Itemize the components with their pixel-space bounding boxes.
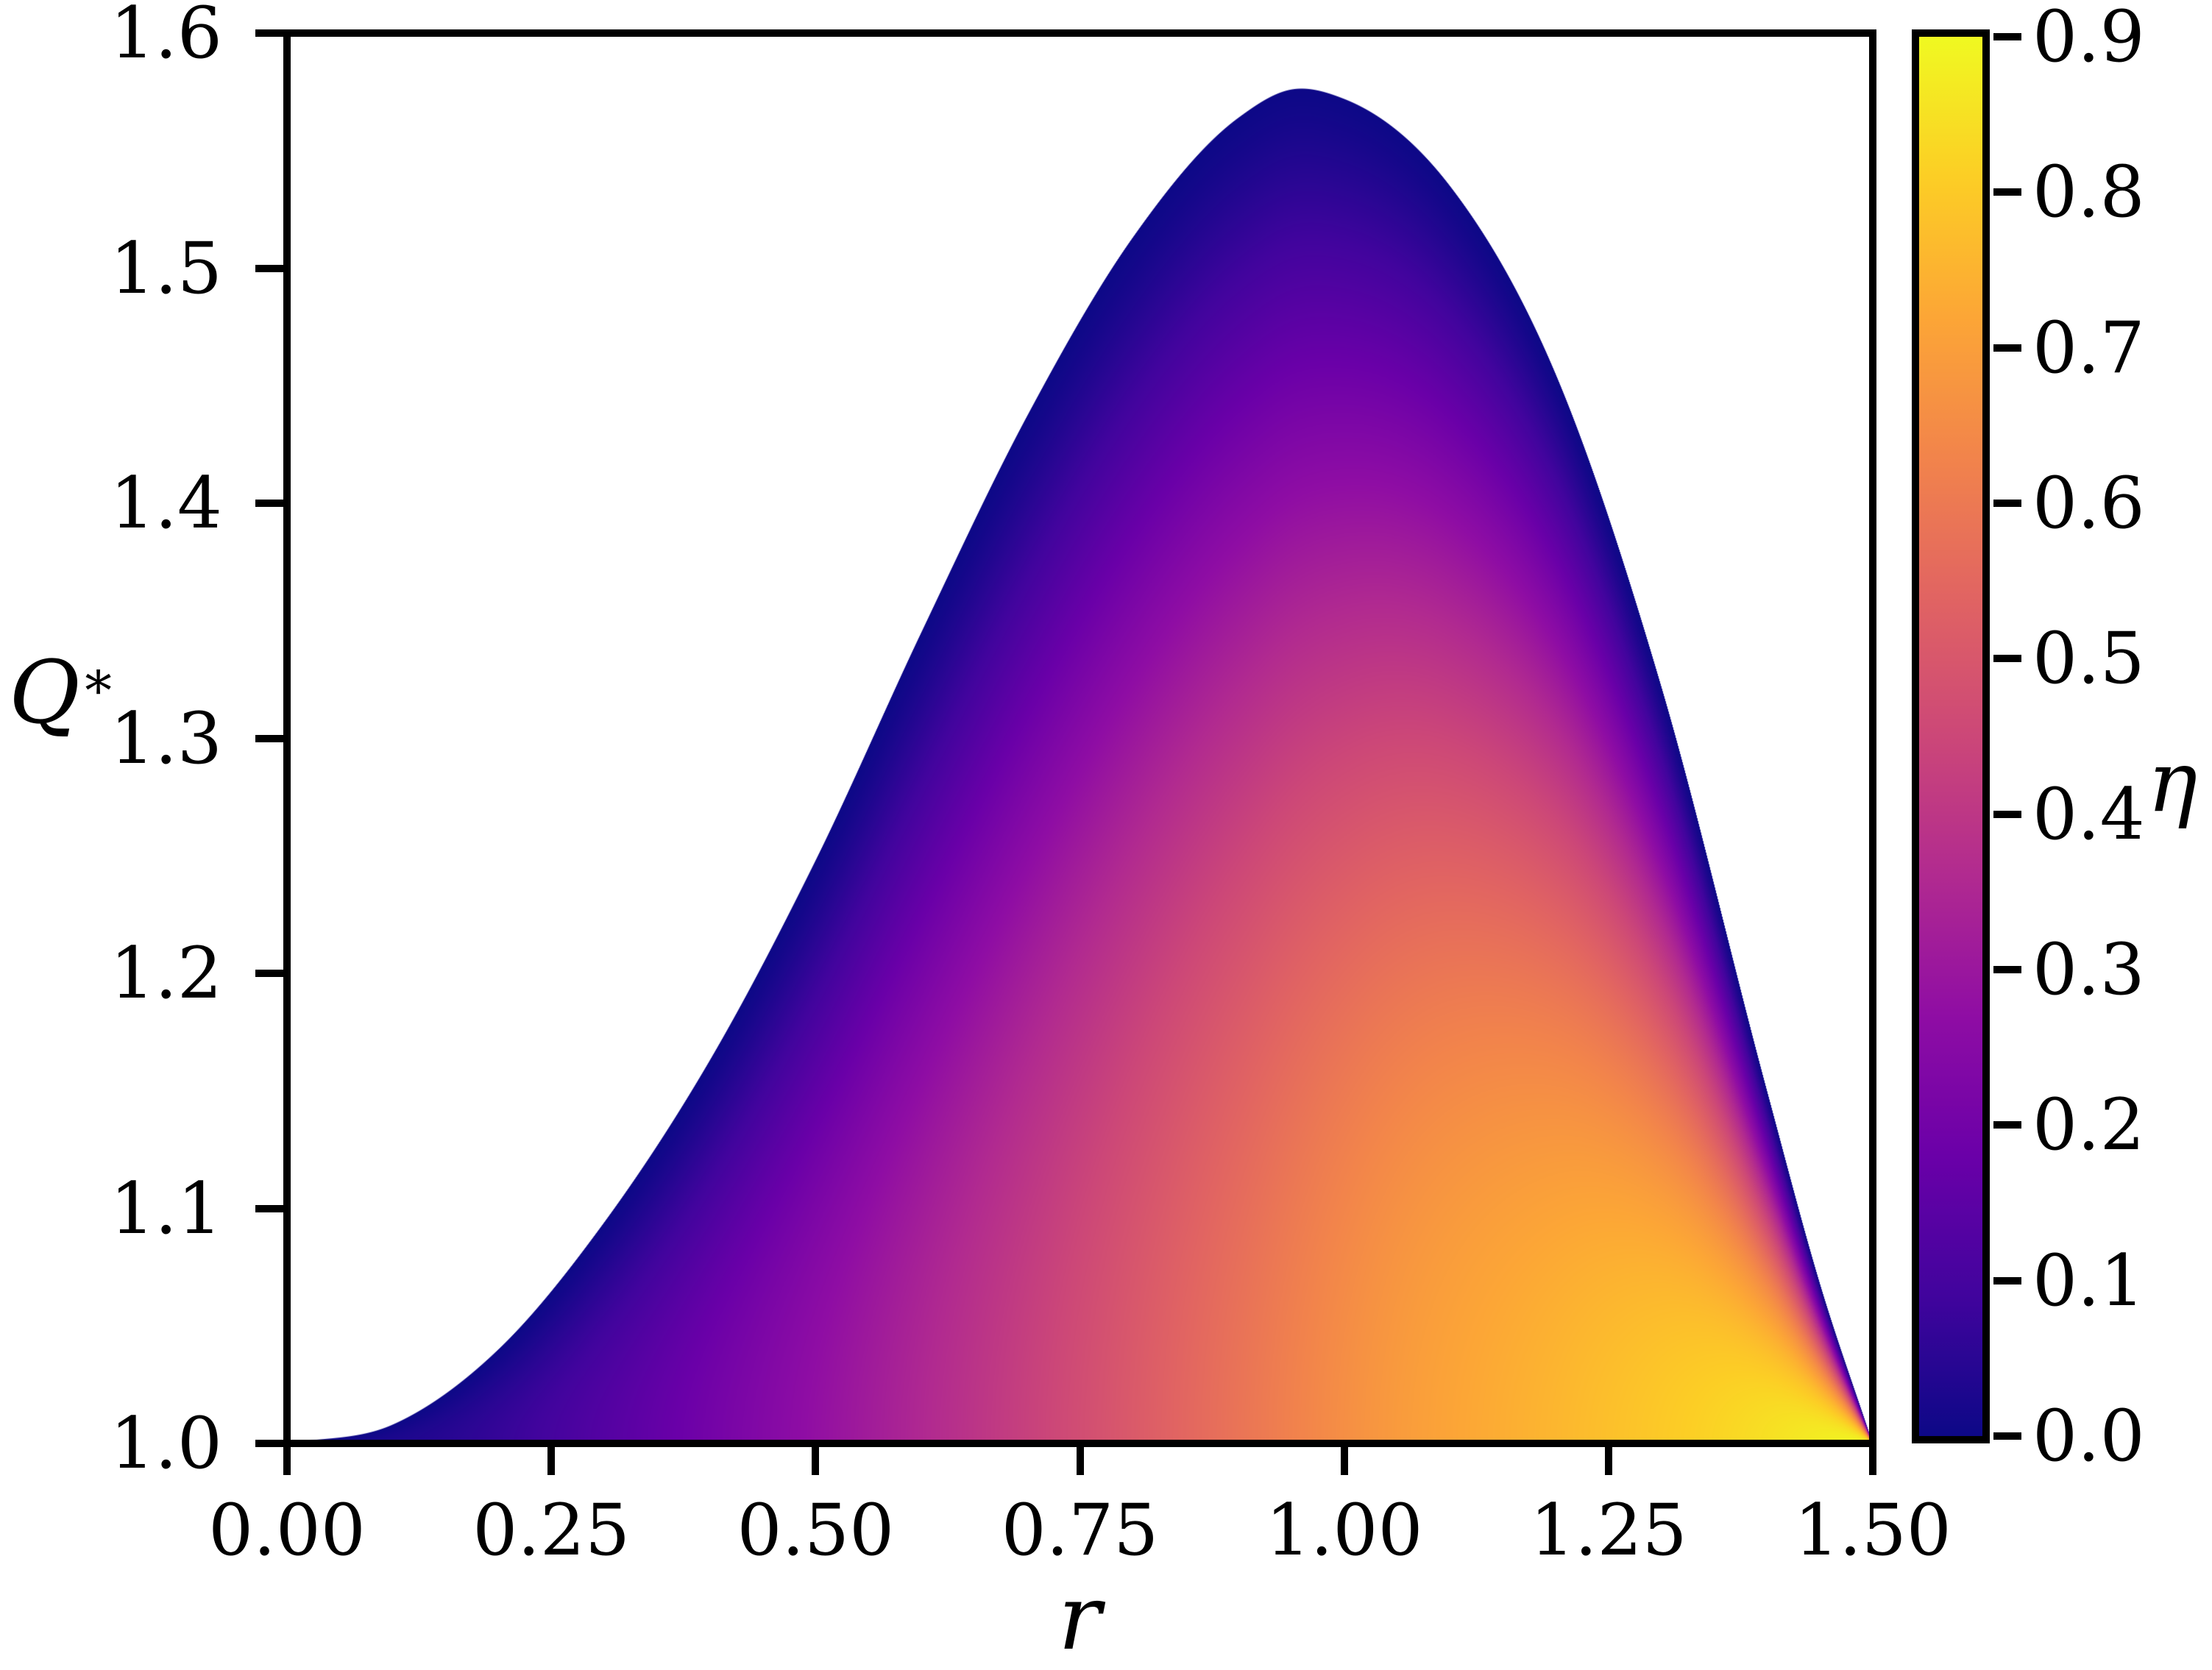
colorbar-tick-label: 0.7 (2032, 306, 2145, 389)
x-tick-label: 0.00 (208, 1489, 366, 1571)
x-tick (1340, 1447, 1348, 1475)
colorbar-tick (1993, 655, 2021, 663)
y-tick-label: 1.0 (110, 1402, 222, 1485)
x-tick (1869, 1447, 1876, 1475)
colorbar-tick (1993, 1121, 2021, 1129)
x-tick (547, 1447, 556, 1475)
colorbar-tick (1993, 1276, 2021, 1285)
x-tick (283, 1447, 291, 1475)
shaded-region-canvas (287, 33, 1873, 1443)
x-tick (1076, 1447, 1084, 1475)
colorbar-tick-label: 0.6 (2032, 462, 2145, 544)
colorbar-tick (1993, 1432, 2021, 1440)
x-tick-label: 1.25 (1529, 1489, 1687, 1571)
y-tick-label: 1.3 (110, 697, 222, 780)
y-tick-label: 1.4 (110, 462, 222, 544)
x-tick (812, 1447, 820, 1475)
colorbar-tick (1993, 966, 2021, 973)
y-tick (255, 264, 283, 272)
colorbar-tick (1993, 188, 2021, 196)
colorbar-tick (1993, 33, 2021, 40)
y-tick-label: 1.5 (110, 227, 222, 310)
y-tick-label: 1.2 (110, 932, 222, 1015)
y-tick (255, 29, 283, 37)
colorbar-label: η (2147, 733, 2198, 831)
colorbar-tick (1993, 810, 2021, 818)
y-axis-label: Q∗ (9, 642, 171, 743)
x-tick (1604, 1447, 1612, 1475)
y-tick (255, 970, 283, 977)
colorbar-tick-label: 0.8 (2032, 151, 2145, 234)
x-tick-label: 0.50 (737, 1489, 895, 1571)
y-axis-label-superscript: ∗ (79, 649, 117, 712)
colorbar-tick-label: 0.1 (2032, 1239, 2145, 1322)
colorbar-tick-label: 0.4 (2032, 772, 2145, 856)
y-tick (255, 1204, 283, 1212)
x-tick-label: 0.75 (1001, 1489, 1159, 1571)
x-axis-label: r (1057, 1566, 1102, 1670)
x-tick-label: 1.00 (1265, 1489, 1423, 1571)
colorbar (1912, 29, 1990, 1443)
colorbar-tick-label: 0.5 (2032, 617, 2145, 700)
y-axis-label-base: Q (9, 642, 80, 743)
y-tick-label: 1.6 (110, 0, 222, 74)
x-tick-label: 1.50 (1794, 1489, 1952, 1571)
plot-frame (283, 29, 1876, 1447)
colorbar-tick (1993, 500, 2021, 507)
x-tick-label: 0.25 (472, 1489, 631, 1571)
y-tick (255, 734, 283, 742)
colorbar-tick-label: 0.9 (2032, 0, 2145, 78)
colorbar-tick-label: 0.2 (2032, 1084, 2145, 1167)
y-tick (255, 500, 283, 507)
y-tick-label: 1.1 (110, 1167, 222, 1250)
y-tick (255, 1440, 283, 1447)
colorbar-tick-label: 0.3 (2032, 928, 2145, 1011)
colorbar-gradient (1919, 37, 1982, 1436)
colorbar-tick (1993, 344, 2021, 352)
colorbar-tick-label: 0.0 (2032, 1395, 2145, 1477)
